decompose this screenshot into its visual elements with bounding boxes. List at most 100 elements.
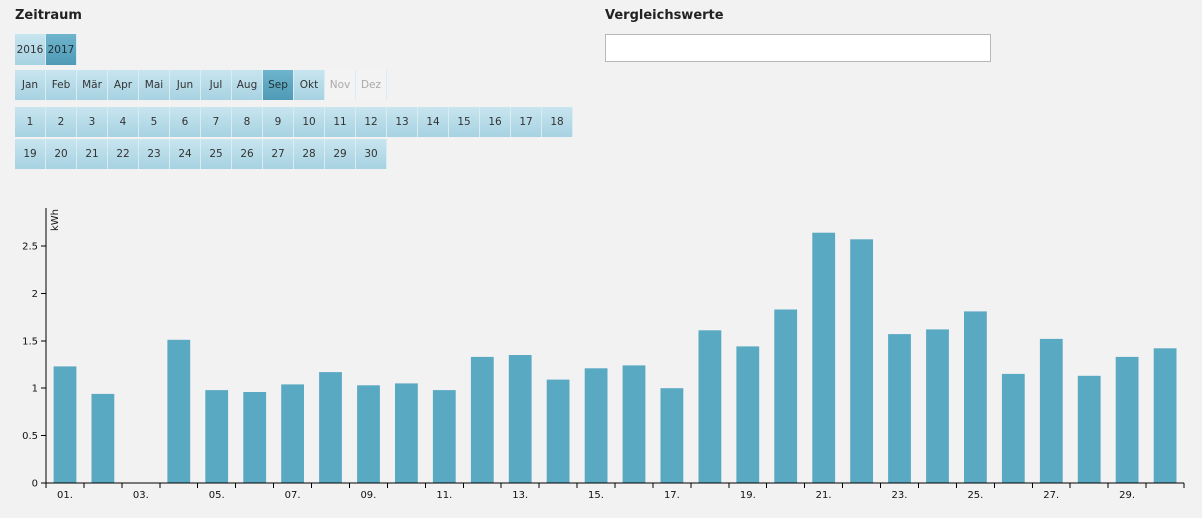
day-button-3[interactable]: 3 — [77, 107, 108, 137]
y-tick-label: 2 — [32, 289, 38, 300]
bar-23.[interactable] — [888, 334, 911, 483]
section-title-zeitraum: Zeitraum — [15, 8, 82, 23]
bars-group — [53, 232, 1177, 484]
x-tick-label: 13. — [512, 490, 528, 501]
day-button-10[interactable]: 10 — [294, 107, 325, 137]
month-button-feb[interactable]: Feb — [46, 70, 77, 100]
month-selector: Jan Feb Mär Apr Mai Jun Jul Aug Sep Okt Nov Dez — [15, 70, 387, 100]
month-button-apr[interactable]: Apr — [108, 70, 139, 100]
day-button-20[interactable]: 20 — [46, 139, 77, 169]
bar-15.[interactable] — [584, 368, 608, 483]
bar-22.[interactable] — [850, 239, 873, 483]
day-button-6[interactable]: 6 — [170, 107, 201, 137]
bar-12.[interactable] — [470, 356, 494, 483]
day-button-5[interactable]: 5 — [139, 107, 170, 137]
month-button-dez: Dez — [356, 70, 387, 100]
bar-01.[interactable] — [53, 366, 77, 483]
x-tick-label: 27. — [1043, 490, 1059, 501]
day-button-25[interactable]: 25 — [201, 139, 232, 169]
day-button-19[interactable]: 19 — [15, 139, 46, 169]
section-title-vergleichswerte: Vergleichswerte — [605, 8, 724, 23]
day-button-12[interactable]: 12 — [356, 107, 387, 137]
y-tick-label: 0 — [32, 479, 38, 490]
day-button-8[interactable]: 8 — [232, 107, 263, 137]
day-button-29[interactable]: 29 — [325, 139, 356, 169]
day-button-9[interactable]: 9 — [263, 107, 294, 137]
day-button-4[interactable]: 4 — [108, 107, 139, 137]
x-tick-label: 09. — [360, 490, 376, 501]
month-button-sep[interactable]: Sep — [263, 70, 294, 100]
day-button-17[interactable]: 17 — [511, 107, 542, 137]
day-button-23[interactable]: 23 — [139, 139, 170, 169]
month-button-nov: Nov — [325, 70, 356, 100]
day-button-28[interactable]: 28 — [294, 139, 325, 169]
month-button-jun[interactable]: Jun — [170, 70, 201, 100]
bar-28.[interactable] — [1077, 375, 1101, 483]
month-button-mär[interactable]: Mär — [77, 70, 108, 100]
x-tick-label: 19. — [740, 490, 756, 501]
day-button-7[interactable]: 7 — [201, 107, 232, 137]
day-button-14[interactable]: 14 — [418, 107, 449, 137]
bar-17.[interactable] — [660, 388, 684, 483]
x-tick-label: 05. — [209, 490, 225, 501]
comparison-values-input[interactable] — [605, 34, 991, 62]
day-button-1[interactable]: 1 — [15, 107, 46, 137]
y-axis-label: kWh — [50, 209, 61, 231]
bar-06.[interactable] — [243, 392, 267, 483]
day-button-11[interactable]: 11 — [325, 107, 356, 137]
day-button-2[interactable]: 2 — [46, 107, 77, 137]
year-selector: 2016 2017 — [15, 34, 77, 65]
day-button-16[interactable]: 16 — [480, 107, 511, 137]
y-tick-label: 1.5 — [22, 336, 38, 347]
month-button-okt[interactable]: Okt — [294, 70, 325, 100]
bar-27.[interactable] — [1039, 338, 1063, 483]
y-tick-label: 1 — [32, 384, 38, 395]
x-tick-label: 21. — [816, 490, 832, 501]
bar-10.[interactable] — [395, 383, 418, 483]
bar-20.[interactable] — [774, 309, 798, 484]
x-tick-label: 29. — [1119, 490, 1135, 501]
bar-05.[interactable] — [205, 390, 229, 483]
bar-07.[interactable] — [281, 384, 304, 483]
bar-29.[interactable] — [1115, 356, 1139, 483]
bar-18.[interactable] — [698, 330, 722, 483]
month-button-aug[interactable]: Aug — [232, 70, 263, 100]
day-button-13[interactable]: 13 — [387, 107, 418, 137]
bar-30.[interactable] — [1153, 348, 1177, 483]
x-tick-label: 23. — [892, 490, 908, 501]
day-button-22[interactable]: 22 — [108, 139, 139, 169]
x-tick-label: 07. — [285, 490, 301, 501]
month-button-mai[interactable]: Mai — [139, 70, 170, 100]
day-button-27[interactable]: 27 — [263, 139, 294, 169]
y-tick-label: 2.5 — [22, 241, 38, 252]
day-button-30[interactable]: 30 — [356, 139, 387, 169]
day-button-15[interactable]: 15 — [449, 107, 480, 137]
bar-08.[interactable] — [319, 372, 342, 483]
day-selector-row-2: 19 20 21 22 23 24 25 26 27 28 29 30 — [15, 139, 387, 169]
bar-14.[interactable] — [546, 379, 570, 483]
bar-04.[interactable] — [167, 339, 191, 483]
bar-25.[interactable] — [964, 311, 987, 483]
bar-13.[interactable] — [508, 355, 532, 483]
bar-09.[interactable] — [357, 385, 380, 483]
bar-11.[interactable] — [432, 390, 456, 483]
daily-consumption-chart: 0 0.5 1 1.5 2 2.5 01. 03. 05. 07. 09. 11. 13. 15. 17. 1… — [22, 208, 1185, 501]
bar-21.[interactable] — [812, 232, 836, 483]
day-button-18[interactable]: 18 — [542, 107, 573, 137]
day-button-21[interactable]: 21 — [77, 139, 108, 169]
year-button-2016[interactable]: 2016 — [15, 34, 46, 65]
x-tick-label: 11. — [436, 490, 452, 501]
bar-26.[interactable] — [1001, 373, 1025, 483]
bar-19.[interactable] — [736, 346, 760, 483]
bar-02.[interactable] — [91, 393, 115, 483]
month-button-jul[interactable]: Jul — [201, 70, 232, 100]
day-button-26[interactable]: 26 — [232, 139, 263, 169]
year-button-2017[interactable]: 2017 — [46, 34, 77, 65]
month-button-jan[interactable]: Jan — [15, 70, 46, 100]
y-tick-label: 0.5 — [22, 431, 38, 442]
bar-16.[interactable] — [622, 365, 646, 483]
bar-24.[interactable] — [926, 329, 949, 483]
x-tick-label: 03. — [133, 490, 149, 501]
x-tick-label: 25. — [967, 490, 983, 501]
day-button-24[interactable]: 24 — [170, 139, 201, 169]
